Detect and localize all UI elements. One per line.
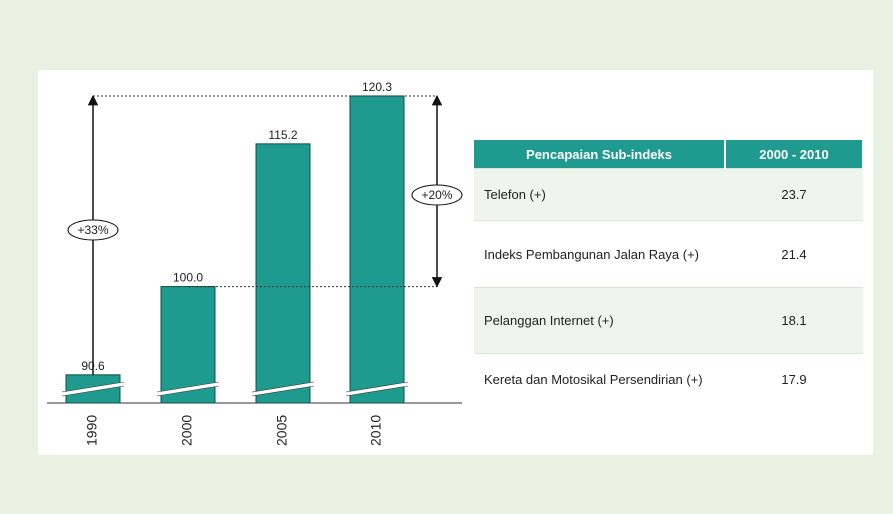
table-row: Pelanggan Internet (+) 18.1 xyxy=(474,287,863,354)
axis-break xyxy=(156,381,220,393)
axis-break xyxy=(61,385,125,397)
label-cell: Kereta dan Motosikal Persendirian (+) xyxy=(474,353,725,406)
axis-break xyxy=(61,382,125,396)
value-label: 100.0 xyxy=(173,271,203,285)
label-cell: Pelanggan Internet (+) xyxy=(474,287,725,354)
table-row: Telefon (+) 23.7 xyxy=(474,168,863,221)
value-label: 120.3 xyxy=(362,80,392,94)
annotation: +20% xyxy=(421,188,452,202)
table-row: Kereta dan Motosikal Persendirian (+) 17.… xyxy=(474,353,863,406)
value-label: 115.2 xyxy=(268,128,297,142)
annotation: +33% xyxy=(77,223,108,237)
bar xyxy=(255,143,311,404)
x-tick-label: 2005 xyxy=(274,415,290,446)
axis-break xyxy=(156,385,220,397)
x-tick-label: 1990 xyxy=(84,415,100,446)
label-cell: Indeks Pembangunan Jalan Raya (+) xyxy=(474,220,725,288)
value-cell: 21.4 xyxy=(725,220,863,288)
value-cell: 18.1 xyxy=(725,287,863,354)
bar xyxy=(349,95,405,404)
axis-break xyxy=(251,382,315,396)
value-cell: 23.7 xyxy=(725,168,863,221)
annotation-bubble xyxy=(67,219,119,241)
bar xyxy=(160,286,216,404)
axis-break xyxy=(345,382,409,396)
annotation-bubble xyxy=(411,184,463,206)
axis-break xyxy=(345,381,409,393)
axis-break xyxy=(61,381,125,393)
x-tick-label: 2010 xyxy=(368,415,384,446)
axis-break xyxy=(345,385,409,397)
header-cell: Pencapaian Sub-indeks xyxy=(474,140,726,169)
axis-break xyxy=(251,381,315,393)
label-cell: Telefon (+) xyxy=(474,168,725,221)
table: Pencapaian Sub-indeks 2000 - 2010 Telefo… xyxy=(474,140,864,406)
x-tick-label: 2000 xyxy=(179,415,195,446)
axis-break xyxy=(251,385,315,397)
table-header: Pencapaian Sub-indeks 2000 - 2010 xyxy=(474,140,864,169)
axis-break xyxy=(156,382,220,396)
header-cell: 2000 - 2010 xyxy=(725,140,864,169)
table-row: Indeks Pembangunan Jalan Raya (+) 21.4 xyxy=(474,220,863,288)
value-cell: 17.9 xyxy=(725,353,863,406)
